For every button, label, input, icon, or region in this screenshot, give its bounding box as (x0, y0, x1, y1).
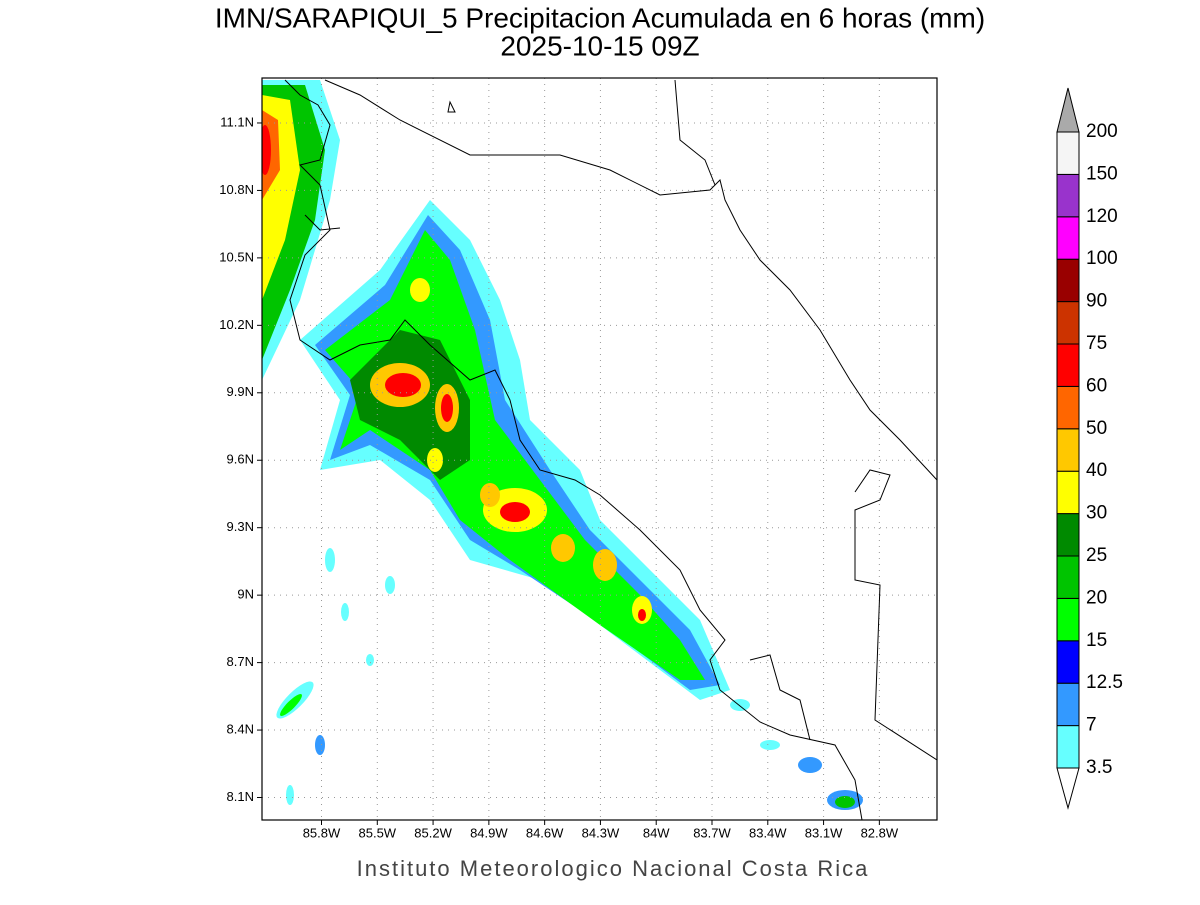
y-tick-label: 10.2N (219, 317, 254, 332)
y-tick-label: 9.3N (227, 519, 254, 534)
subtitle: 2025-10-15 09Z (500, 30, 699, 61)
colorbar-label: 60 (1086, 375, 1107, 396)
colorbar-box (1056, 258, 1080, 303)
colorbar-box (1056, 301, 1080, 345)
colorbar-label: 100 (1086, 248, 1118, 269)
precipitation-field (262, 80, 863, 810)
colorbar-box (1056, 385, 1080, 430)
colorbar-arrow-high (1056, 87, 1080, 133)
colorbar-label: 20 (1086, 587, 1107, 608)
colorbar-box (1056, 173, 1080, 218)
y-tick-label: 10.8N (219, 182, 254, 197)
coastlines (284, 79, 937, 820)
colorbar-box (1056, 513, 1080, 557)
y-tick-label: 9.9N (227, 384, 254, 399)
colorbar-box (1056, 682, 1080, 727)
colorbar-label: 15 (1086, 630, 1107, 651)
colorbar-arrow-low (1056, 767, 1080, 810)
colorbar-label: 75 (1086, 333, 1107, 354)
title: IMN/SARAPIQUI_5 Precipitacion Acumulada … (215, 2, 985, 33)
y-tick-label: 8.7N (227, 654, 254, 669)
colorbar-label: 12.5 (1086, 672, 1123, 693)
x-tick-label: 84.9W (470, 825, 508, 840)
x-tick-label: 85.2W (414, 825, 452, 840)
colorbar-label: 150 (1086, 163, 1118, 184)
x-tick-label: 83.7W (693, 825, 731, 840)
colorbar-label: 3.5 (1086, 757, 1112, 778)
x-tick-label: 82.8W (861, 825, 899, 840)
colorbar-box (1056, 555, 1080, 599)
colorbar-label: 40 (1086, 460, 1107, 481)
colorbar-box (1056, 640, 1080, 684)
y-tick-label: 8.1N (227, 789, 254, 804)
axes: 85.8W 85.5W 85.2W 84.9W 84.6W 84.3W 84W 83.7W 83… (219, 114, 899, 840)
colorbar-label: 50 (1086, 418, 1107, 439)
y-tick-label: 10.5N (219, 249, 254, 264)
colorbar-box (1056, 131, 1080, 175)
x-tick-label: 83.4W (749, 825, 787, 840)
colorbar-label: 7 (1086, 715, 1097, 736)
colorbar-label: 25 (1086, 545, 1107, 566)
colorbar-box (1056, 725, 1080, 769)
x-tick-label: 85.5W (359, 825, 397, 840)
grid (262, 78, 937, 820)
colorbar-box (1056, 428, 1080, 472)
colorbar-label: 120 (1086, 206, 1118, 227)
colorbar-label: 90 (1086, 291, 1107, 312)
x-tick-label: 84.6W (526, 825, 564, 840)
y-tick-label: 9.6N (227, 452, 254, 467)
colorbar: 3.5 7 12.5 15 20 25 30 40 50 60 75 90 100 120 150 200 (1056, 87, 1123, 810)
colorbar-box (1056, 216, 1080, 260)
colorbar-box (1056, 470, 1080, 515)
colorbar-label: 30 (1086, 503, 1107, 524)
x-tick-label: 84.3W (582, 825, 620, 840)
plot-frame (261, 77, 938, 821)
x-tick-label: 85.8W (303, 825, 341, 840)
footer: Instituto Meteorologico Nacional Costa R… (357, 856, 870, 881)
x-tick-label: 84W (643, 825, 670, 840)
colorbar-label: 200 (1086, 121, 1118, 142)
y-tick-label: 11.1N (220, 114, 254, 129)
x-tick-label: 83.1W (805, 825, 843, 840)
colorbar-box (1056, 597, 1080, 642)
y-tick-label: 8.4N (227, 721, 254, 736)
y-tick-label: 9N (237, 587, 254, 602)
colorbar-box (1056, 343, 1080, 387)
